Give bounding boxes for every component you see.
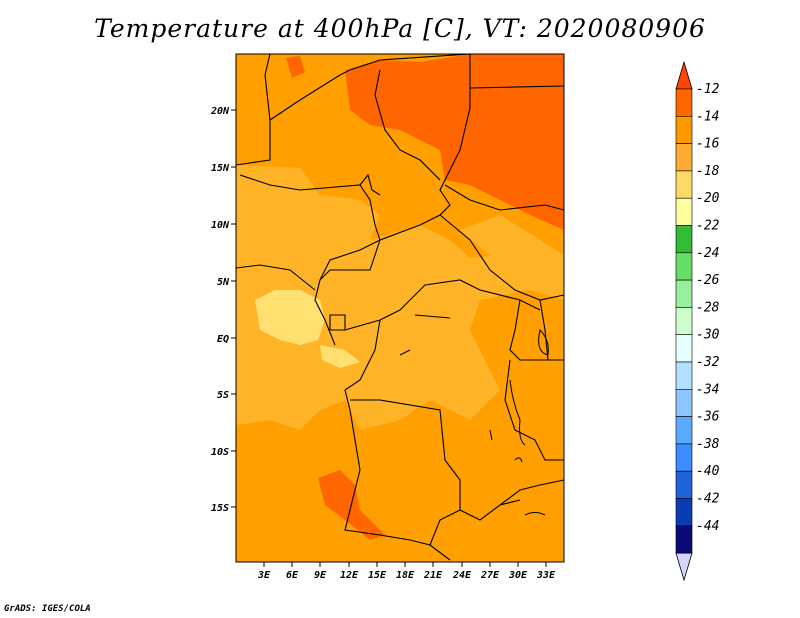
colorbar-swatch [675, 361, 693, 390]
region-m14-north [345, 54, 564, 230]
map-panel: 20N 15N 10N 5N EQ 5S 10S 15S 3E 6E 9E [210, 53, 565, 581]
colorbar-label: -36 [696, 410, 720, 425]
colorbar-label: -42 [696, 492, 720, 507]
lat-label-10s: 10S [211, 447, 229, 458]
colorbar-label: -40 [696, 464, 720, 479]
lon-label-24e: 24E [452, 570, 472, 581]
chart-title: Temperature at 400hPa [C], VT: 202008090… [94, 14, 706, 43]
lat-label-20n: 20N [210, 106, 230, 117]
colorbar-swatch [675, 470, 693, 499]
region-m16-southeast [460, 215, 564, 275]
lon-label-27e: 27E [480, 570, 500, 581]
colorbar-swatch [675, 498, 693, 527]
lakes [399, 314, 549, 516]
lat-label-5s: 5S [217, 390, 229, 401]
region-m16-west [236, 165, 564, 430]
colorbar-swatch [675, 416, 693, 445]
colorbar-label: -34 [696, 382, 719, 397]
colorbar-label: -26 [696, 273, 720, 288]
region-m18-patch [320, 345, 360, 368]
colorbar-swatch [675, 116, 693, 144]
colorbar-swatch [675, 525, 693, 554]
colorbar-swatch [675, 443, 693, 472]
colorbar-swatch [675, 225, 693, 254]
lat-ticks [231, 109, 236, 508]
colorbar-swatch [675, 279, 693, 308]
colorbar-swatch [675, 307, 693, 335]
colorbar-label: -44 [696, 519, 719, 534]
colorbar-label: -32 [696, 355, 720, 370]
region-m18-gulf [255, 290, 325, 345]
lon-label-30e: 30E [508, 570, 528, 581]
colorbar-swatch [675, 197, 693, 226]
lon-label-15e: 15E [368, 570, 387, 581]
colorbar-swatch [675, 88, 693, 117]
lon-label-12e: 12E [340, 570, 359, 581]
lat-label-5n: 5N [217, 277, 230, 288]
map-frame [235, 53, 565, 563]
lat-label-10n: 10N [211, 220, 230, 231]
colorbar-arrow-top [675, 60, 693, 90]
colorbar-label: -14 [696, 109, 719, 124]
lon-label-9e: 9E [314, 570, 327, 581]
country-borders [235, 53, 565, 561]
colorbar-swatch [675, 252, 693, 281]
lat-label-eq: EQ [217, 334, 229, 345]
credit-text: GrADS: IGES/COLA [4, 604, 91, 614]
lat-label-15s: 15S [211, 503, 229, 514]
lon-label-18e: 18E [396, 570, 415, 581]
lon-label-6e: 6E [286, 570, 299, 581]
region-m14-northwest [286, 56, 305, 78]
colorbar-label: -16 [696, 137, 720, 152]
colorbar-swatch [675, 334, 693, 363]
colorbar-label: -12 [696, 82, 720, 97]
colorbar-label: -22 [696, 219, 720, 234]
lon-label-21e: 21E [423, 570, 443, 581]
lon-label-3e: 3E [257, 570, 271, 581]
colorbar-swatch [675, 388, 693, 417]
colorbar-label: -24 [696, 246, 719, 261]
lat-label-15n: 15N [211, 163, 230, 174]
colorbar-swatch [675, 143, 693, 172]
colorbar: -12 -14 -16 -18 -20 -22 -24 -26 -28 -30 -32 -34 -36 -… [675, 60, 720, 582]
colorbar-arrow-bottom [675, 552, 693, 582]
lon-label-33e: 33E [536, 570, 556, 581]
lon-ticks [263, 562, 547, 567]
colorbar-swatch [675, 170, 693, 199]
colorbar-label: -38 [696, 437, 720, 452]
colorbar-label: -20 [696, 191, 720, 206]
colorbar-label: -18 [696, 164, 720, 179]
colorbar-label: -30 [696, 328, 720, 343]
colorbar-label: -28 [696, 300, 720, 315]
